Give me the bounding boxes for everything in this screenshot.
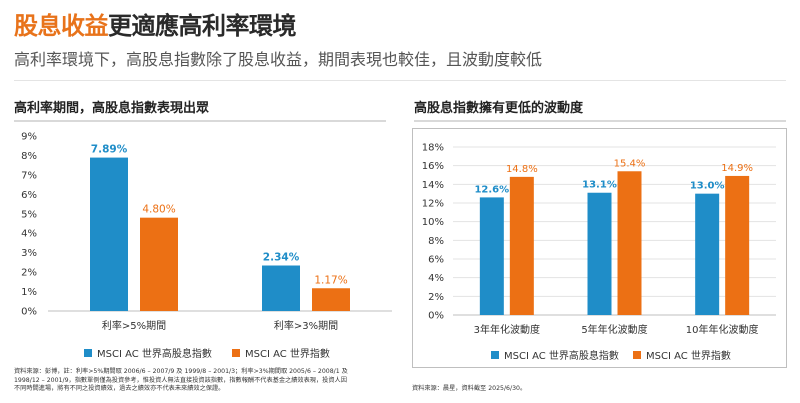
data-label: 13.0%	[690, 181, 725, 192]
y-tick-label: 6%	[21, 190, 37, 201]
header-divider	[14, 80, 786, 81]
y-tick-label: 1%	[21, 287, 37, 298]
y-tick-label: 6%	[428, 255, 444, 266]
y-tick-label: 8%	[21, 151, 37, 162]
data-label: 7.89%	[91, 144, 128, 156]
left-footnote: 資料來源：彭博，註：利率>5%期間取 2006/6 – 2007/9 及 199…	[14, 368, 394, 394]
data-label: 15.4%	[614, 158, 646, 169]
left-footnote-line: 1998/12 – 2001/9，指數單例僅為投資參考，惟投資人無法直接投資該指…	[14, 376, 347, 384]
y-tick-label: 10%	[422, 217, 444, 228]
page-title-rest: 更適應高利率環境	[108, 12, 297, 40]
legend-swatch	[84, 349, 92, 357]
legend-swatch	[491, 351, 499, 359]
bar	[479, 197, 504, 315]
data-label: 13.1%	[582, 180, 617, 191]
y-tick-label: 8%	[428, 236, 444, 247]
y-tick-label: 4%	[21, 229, 37, 240]
x-tick-label: 10年年化波動度	[686, 323, 759, 336]
y-tick-label: 18%	[422, 143, 444, 154]
right-chart-title-underline	[414, 120, 786, 122]
page-title: 股息收益更適應高利率環境	[14, 6, 297, 41]
y-tick-label: 12%	[422, 199, 444, 210]
data-label: 2.34%	[263, 252, 300, 264]
legend-label: MSCI AC 世界指數	[245, 347, 330, 360]
left-bar-chart: 0% 1% 2% 3% 4% 5% 6% 7% 8% 9% 7.89% 4.80% 利率>5%期間 2.3…	[21, 132, 392, 360]
y-tick-label: 16%	[422, 161, 444, 172]
bar	[312, 288, 350, 311]
page-title-highlight: 股息收益	[14, 12, 109, 40]
y-tick-label: 2%	[428, 292, 444, 303]
left-chart-title-underline	[14, 120, 386, 122]
bar	[725, 175, 750, 315]
data-label: 12.6%	[474, 184, 509, 195]
y-tick-label: 3%	[21, 248, 37, 259]
y-tick-label: 9%	[21, 132, 37, 143]
x-tick-label: 5年年化波動度	[581, 323, 647, 336]
right-chart-panel: 0% 2% 4% 6% 8% 10% 12% 14% 16% 18% 12.6% 14.8% 3年年化波…	[412, 128, 787, 368]
y-tick-label: 0%	[21, 307, 37, 318]
right-footnote: 資料來源：晨星，資料截至 2025/6/30。	[412, 385, 527, 392]
y-tick-label: 5%	[21, 209, 37, 220]
left-footnote-line: 資料來源：彭博，註：利率>5%期間取 2006/6 – 2007/9 及 199…	[14, 368, 348, 375]
right-bar-chart: 0% 2% 4% 6% 8% 10% 12% 14% 16% 18% 12.6% 14.8% 3年年化波…	[422, 143, 776, 362]
y-tick-label: 7%	[21, 170, 37, 181]
x-tick-label: 3年年化波動度	[474, 323, 540, 336]
data-label: 14.8%	[506, 164, 538, 175]
bar	[262, 265, 300, 311]
legend-label: MSCI AC 世界指數	[646, 349, 731, 362]
y-tick-label: 2%	[21, 268, 37, 279]
data-label: 14.9%	[721, 163, 753, 174]
bar	[617, 171, 642, 315]
bar	[140, 217, 178, 311]
data-label: 4.80%	[142, 204, 175, 216]
bar	[509, 176, 534, 315]
y-tick-label: 14%	[422, 180, 444, 191]
bar	[695, 193, 720, 315]
legend-swatch	[232, 349, 240, 357]
page-subtitle: 高利率環境下，高股息指數除了股息收益，期間表現也較佳，且波動度較低	[14, 50, 543, 69]
y-tick-label: 4%	[428, 273, 444, 284]
left-chart-title: 高利率期間，高股息指數表現出眾	[14, 101, 210, 116]
x-tick-label: 利率>5%期間	[102, 319, 166, 332]
x-tick-label: 利率>3%期間	[274, 319, 338, 332]
left-footnote-line: 不同時間進場，將有不同之投資績效，過去之績效亦不代表未來績效之保證。	[14, 385, 225, 392]
legend-label: MSCI AC 世界高股息指數	[97, 347, 212, 360]
bar	[587, 192, 612, 315]
right-chart-title: 高股息指數擁有更低的波動度	[414, 101, 584, 116]
bar	[90, 157, 128, 311]
data-label: 1.17%	[314, 274, 347, 286]
y-tick-label: 0%	[428, 311, 444, 322]
legend-swatch	[633, 351, 641, 359]
legend-label: MSCI AC 世界高股息指數	[504, 349, 619, 362]
